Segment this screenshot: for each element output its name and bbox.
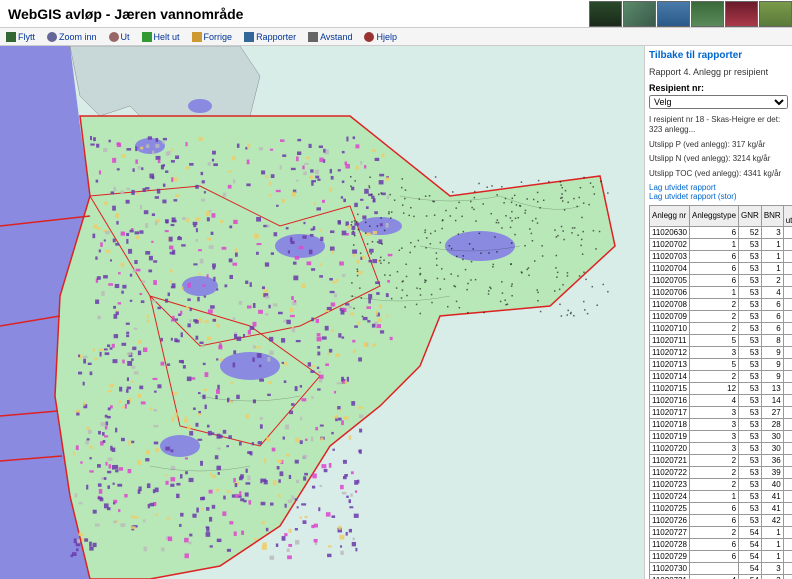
- header: WebGIS avløp - Jæren vannområde: [0, 0, 792, 28]
- table-row[interactable]: 1102071025361.5: [650, 322, 792, 334]
- dropdown-label: Resipient nr:: [649, 83, 788, 93]
- help-icon: [364, 32, 374, 42]
- table-row[interactable]: 11020723253401.5: [650, 478, 792, 490]
- summary-p: Utslipp P (ved anlegg): 317 kg/år: [649, 140, 788, 150]
- header-thumb: [759, 1, 792, 27]
- table-row[interactable]: 1102070365310.4: [650, 250, 792, 262]
- tool-full-extent[interactable]: Helt ut: [142, 32, 180, 42]
- table-row[interactable]: 1102070925361.5: [650, 310, 792, 322]
- extent-icon: [142, 32, 152, 42]
- info-text: I resipient nr 18 - Skas-Heigre er det: …: [649, 115, 788, 136]
- extended-report-large-link[interactable]: Lag utvidet rapport (stor): [649, 192, 788, 201]
- main: Tilbake til rapporter Rapport 4. Anlegg …: [0, 46, 792, 579]
- map-svg: [0, 46, 644, 579]
- header-thumb: [691, 1, 724, 27]
- app-title: WebGIS avløp - Jæren vannområde: [8, 6, 243, 22]
- table-row[interactable]: 11020719353301.5: [650, 430, 792, 442]
- table-row[interactable]: 1102070465310.4: [650, 262, 792, 274]
- table-row[interactable]: 11020717353270: [650, 406, 792, 418]
- table-row[interactable]: 11020722253391.5: [650, 466, 792, 478]
- table-row[interactable]: 11020721253361.5: [650, 454, 792, 466]
- table-row[interactable]: 1102070615341.6: [650, 286, 792, 298]
- table-row[interactable]: 1102070825361.5: [650, 298, 792, 310]
- header-thumb: [623, 1, 656, 27]
- table-header: BNR: [761, 205, 783, 226]
- header-thumb: [725, 1, 758, 27]
- summary-toc: Utslipp TOC (ved anlegg): 4341 kg/år: [649, 169, 788, 179]
- header-thumb: [657, 1, 690, 27]
- ruler-icon: [308, 32, 318, 42]
- toolbar: Flytt Zoom inn Ut Helt ut Forrige Rappor…: [0, 28, 792, 46]
- table-header: GNR: [739, 205, 762, 226]
- table-row[interactable]: 1102063065230.4: [650, 226, 792, 238]
- tool-zoom-out[interactable]: Ut: [109, 32, 130, 42]
- tool-zoom-in[interactable]: Zoom inn: [47, 32, 97, 42]
- table-row[interactable]: 11020720353301.5: [650, 442, 792, 454]
- summary-n: Utslipp N (ved anlegg): 3214 kg/år: [649, 154, 788, 164]
- tool-help[interactable]: Hjelp: [364, 32, 397, 42]
- move-icon: [6, 32, 16, 42]
- table-row[interactable]: 110207305430.4: [650, 562, 792, 574]
- table-row[interactable]: 1102070565320.4: [650, 274, 792, 286]
- tool-previous[interactable]: Forrige: [192, 32, 233, 42]
- table-header: P utslipp: [783, 205, 792, 226]
- tool-reports[interactable]: Rapporter: [244, 32, 296, 42]
- results-table: Anlegg nrAnleggstypeGNRBNRP utslipp 1102…: [649, 205, 792, 579]
- recipient-select[interactable]: Velg: [649, 95, 788, 109]
- table-row[interactable]: 11020718353281.5: [650, 418, 792, 430]
- table-row[interactable]: 1102072865410.8: [650, 538, 792, 550]
- table-row[interactable]: 11020716453140.4: [650, 394, 792, 406]
- table-row[interactable]: 1102073145430.4: [650, 574, 792, 579]
- zoom-in-icon: [47, 32, 57, 42]
- report-title: Rapport 4. Anlegg pr resipient: [649, 67, 788, 77]
- table-row[interactable]: 1102072725411.5: [650, 526, 792, 538]
- back-link[interactable]: Tilbake til rapporter: [649, 50, 788, 61]
- header-images: [589, 1, 792, 27]
- table-row[interactable]: 1102071235391.5: [650, 346, 792, 358]
- table-row[interactable]: 11020726653420.4: [650, 514, 792, 526]
- extended-report-link[interactable]: Lag utvidet rapport: [649, 183, 788, 192]
- table-header: Anlegg nr: [650, 205, 690, 226]
- table-row[interactable]: 1102071155381.2: [650, 334, 792, 346]
- header-thumb: [589, 1, 622, 27]
- back-icon: [192, 32, 202, 42]
- zoom-out-icon: [109, 32, 119, 42]
- table-row[interactable]: 11020724153411.6: [650, 490, 792, 502]
- table-row[interactable]: 1102072965410.4: [650, 550, 792, 562]
- table-row[interactable]: 1102070215311.6: [650, 238, 792, 250]
- map-canvas[interactable]: [0, 46, 644, 579]
- tool-flytt[interactable]: Flytt: [6, 32, 35, 42]
- table-header: Anleggstype: [690, 205, 739, 226]
- table-row[interactable]: 11020725653410.4: [650, 502, 792, 514]
- tool-distance[interactable]: Avstand: [308, 32, 352, 42]
- report-icon: [244, 32, 254, 42]
- table-row[interactable]: 1102071355391.5: [650, 358, 792, 370]
- table-row[interactable]: 110207151253130.1: [650, 382, 792, 394]
- report-panel: Tilbake til rapporter Rapport 4. Anlegg …: [644, 46, 792, 579]
- table-row[interactable]: 1102071425391.5: [650, 370, 792, 382]
